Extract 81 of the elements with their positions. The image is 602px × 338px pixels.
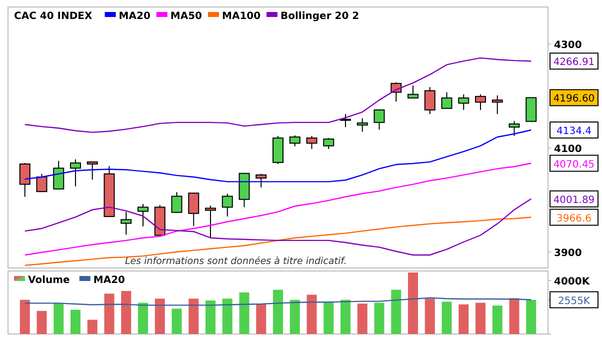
bar: [357, 304, 368, 334]
bar: [374, 302, 384, 334]
candlestick: [36, 173, 48, 192]
annotation: Les informations sont données à titre indicatif.: [125, 256, 347, 267]
bar: [408, 272, 418, 334]
bar: [70, 310, 80, 334]
y2-tick-label: 4134.4: [556, 126, 592, 138]
candlestick: [138, 204, 148, 227]
bar: [256, 304, 266, 334]
legend-label: MA20: [93, 275, 126, 286]
candlestick: [526, 97, 537, 122]
candlestick: [374, 109, 385, 130]
bar: [121, 290, 132, 334]
bar: [239, 292, 250, 334]
candlestick: [356, 118, 368, 132]
line-series: [24, 162, 532, 256]
bar: [172, 308, 182, 334]
candlestick: [53, 160, 64, 190]
legend-label: Bollinger 20 2: [280, 11, 360, 22]
line-series: [24, 57, 532, 133]
bar: [104, 294, 114, 334]
bar: [222, 298, 232, 334]
candlestick: [171, 192, 182, 213]
bar: [509, 298, 520, 334]
legend-label: MA50: [170, 11, 202, 22]
candlestick: [424, 86, 436, 115]
candlestick: [188, 192, 200, 226]
bar: [188, 298, 199, 334]
candlestick: [492, 94, 503, 115]
bar: [138, 302, 148, 334]
bar: [458, 304, 469, 334]
bar: [324, 302, 334, 334]
candlestick: [441, 92, 452, 109]
bar: [206, 300, 216, 334]
bar: [36, 310, 47, 334]
candlestick: [340, 114, 351, 128]
bar: [20, 300, 30, 334]
chart-title: CAC 40 INDEX: [14, 11, 93, 22]
y2-tick-label: 4070.45: [553, 159, 595, 170]
y2-tick-label: 3966.6: [556, 213, 592, 224]
bar: [526, 300, 536, 334]
candlestick: [475, 94, 486, 110]
candlestick: [289, 134, 300, 147]
candlestick: [19, 162, 30, 198]
legend-label: Volume: [28, 275, 70, 286]
y-tick-label: 4300: [554, 40, 582, 51]
bar: [492, 306, 502, 334]
bar: [424, 298, 435, 334]
candlestick: [508, 120, 520, 136]
candlestick: [86, 160, 98, 180]
bar: [476, 302, 486, 334]
line-series: [24, 297, 532, 306]
bar: [54, 303, 64, 334]
bar: [154, 298, 165, 334]
line-series: [24, 198, 532, 256]
bar: [306, 294, 317, 334]
bar: [391, 290, 402, 334]
y2-tick-label: 4001.89: [553, 194, 595, 206]
y2-tick-label: 4266.91: [553, 57, 595, 68]
bar: [87, 320, 98, 334]
candlestick: [222, 193, 233, 218]
candlestick: [70, 158, 81, 187]
y-tick-label: 2555K: [558, 296, 590, 307]
candlestick: [120, 211, 132, 236]
legend-label: MA20: [118, 11, 150, 22]
legend-label: MA100: [222, 11, 261, 22]
candlestick: [323, 138, 334, 150]
y-tick-label: 4000K: [554, 276, 591, 288]
candlestick: [256, 173, 267, 188]
bar: [290, 300, 300, 334]
bar: [442, 302, 452, 334]
y-tick-label: 3900: [554, 248, 582, 259]
y-tick-label: 4100: [554, 144, 582, 155]
line-series: [24, 216, 532, 266]
y2-tick-label: 4196.60: [553, 94, 595, 105]
bar: [273, 290, 283, 334]
candlestick: [458, 94, 470, 110]
candlestick: [408, 85, 418, 98]
bar: [340, 300, 350, 334]
candlestick: [306, 135, 318, 150]
candlestick: [205, 205, 216, 239]
